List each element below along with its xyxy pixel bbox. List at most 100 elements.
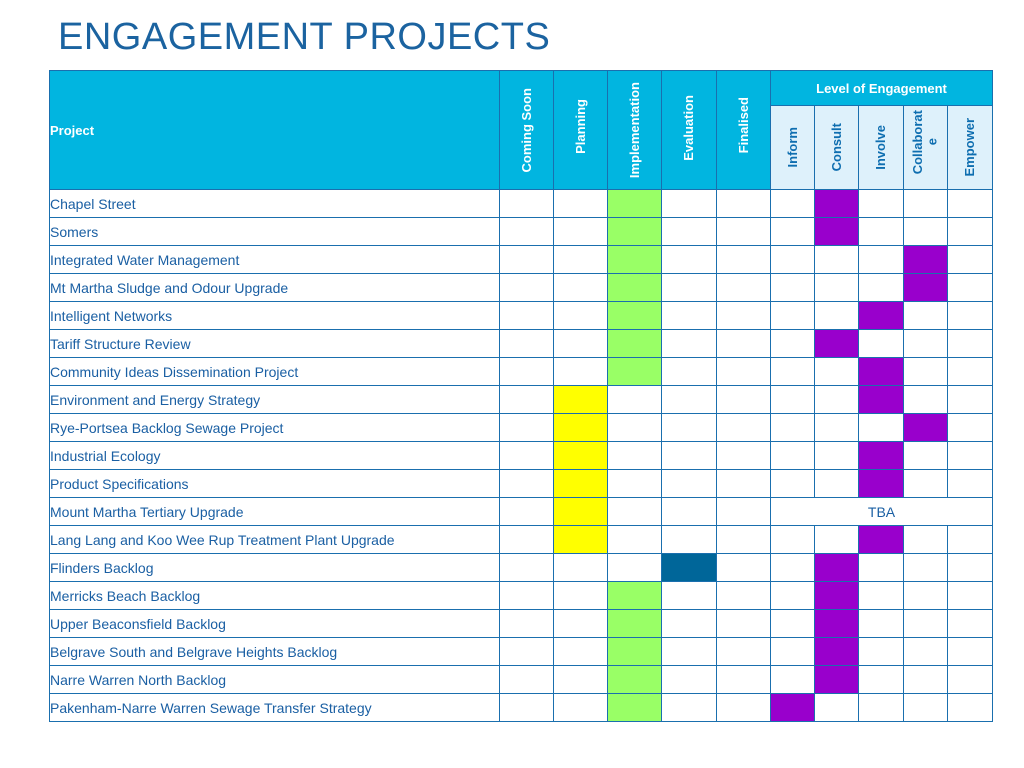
stage-cell-planning: [553, 441, 608, 470]
level-cell-empower: [946, 693, 994, 722]
column-header-empower: Empower: [946, 105, 994, 190]
table-row: Somers: [49, 217, 994, 246]
level-cell-empower: [946, 273, 994, 302]
stage-cell-implementation: [607, 273, 662, 302]
project-name-cell: Belgrave South and Belgrave Heights Back…: [49, 637, 500, 666]
level-cell-collaborate: [903, 581, 948, 610]
stage-cell-planning: [553, 385, 608, 414]
stage-cell-planning: [553, 637, 608, 666]
level-cell-involve: [858, 441, 904, 470]
stage-cell-evaluation: [661, 441, 717, 470]
stage-cell-finalised: [716, 497, 771, 526]
level-cell-inform: [770, 273, 815, 302]
stage-cell-implementation: [607, 245, 662, 274]
level-cell-involve: [858, 189, 904, 218]
stage-cell-planning: [553, 525, 608, 554]
stage-cell-planning: [553, 469, 608, 498]
column-header-finalised: Finalised: [716, 70, 771, 190]
table-row: Mt Martha Sludge and Odour Upgrade: [49, 273, 994, 302]
table-row: Merricks Beach Backlog: [49, 581, 994, 610]
project-name-cell: Upper Beaconsfield Backlog: [49, 609, 500, 638]
stage-cell-planning: [553, 217, 608, 246]
stage-cell-coming-soon: [499, 581, 554, 610]
page-title: ENGAGEMENT PROJECTS: [58, 16, 551, 58]
level-cell-collaborate: [903, 385, 948, 414]
level-cell-involve: [858, 469, 904, 498]
stage-cell-implementation: [607, 637, 662, 666]
level-cell-involve: [858, 413, 904, 442]
level-cell-collaborate: [903, 665, 948, 694]
stage-cell-finalised: [716, 637, 771, 666]
column-header-evaluation: Evaluation: [661, 70, 717, 190]
stage-cell-implementation: [607, 329, 662, 358]
stage-cell-finalised: [716, 413, 771, 442]
level-cell-consult: [814, 385, 859, 414]
level-cell-empower: [946, 217, 994, 246]
stage-cell-finalised: [716, 693, 771, 722]
table-row: Integrated Water Management: [49, 245, 994, 274]
stage-cell-finalised: [716, 329, 771, 358]
column-header-consult: Consult: [814, 105, 859, 190]
level-cell-collaborate: [903, 525, 948, 554]
level-cell-involve: [858, 637, 904, 666]
level-cell-consult: [814, 553, 859, 582]
level-cell-involve: [858, 553, 904, 582]
table-row: Chapel Street: [49, 189, 994, 218]
level-cell-collaborate: [903, 217, 948, 246]
level-cell-consult: [814, 357, 859, 386]
level-cell-consult: [814, 273, 859, 302]
level-cell-inform: [770, 413, 815, 442]
stage-cell-implementation: [607, 693, 662, 722]
level-cell-inform: [770, 553, 815, 582]
level-cell-collaborate: [903, 357, 948, 386]
level-cell-collaborate: [903, 553, 948, 582]
stage-cell-evaluation: [661, 693, 717, 722]
level-cell-empower: [946, 301, 994, 330]
stage-cell-planning: [553, 497, 608, 526]
table-row: Tariff Structure Review: [49, 329, 994, 358]
table-row: Lang Lang and Koo Wee Rup Treatment Plan…: [49, 525, 994, 554]
project-name-cell: Somers: [49, 217, 500, 246]
column-header-implementation: Implementation: [607, 70, 662, 190]
level-cell-inform: [770, 189, 815, 218]
table-row: Intelligent Networks: [49, 301, 994, 330]
level-cell-involve: [858, 273, 904, 302]
stage-cell-evaluation: [661, 301, 717, 330]
level-cell-inform: [770, 217, 815, 246]
table-row: Product Specifications: [49, 469, 994, 498]
stage-cell-planning: [553, 357, 608, 386]
stage-cell-implementation: [607, 217, 662, 246]
stage-cell-coming-soon: [499, 609, 554, 638]
stage-cell-evaluation: [661, 637, 717, 666]
stage-cell-coming-soon: [499, 217, 554, 246]
stage-cell-implementation: [607, 189, 662, 218]
column-header-planning: Planning: [553, 70, 608, 190]
stage-cell-evaluation: [661, 273, 717, 302]
level-cell-inform: [770, 525, 815, 554]
level-cell-involve: [858, 385, 904, 414]
level-cell-involve: [858, 609, 904, 638]
stage-cell-implementation: [607, 581, 662, 610]
stage-cell-evaluation: [661, 469, 717, 498]
table-body: Chapel Street Somers Integrated Water Mana…: [49, 189, 994, 722]
level-cell-empower: [946, 245, 994, 274]
column-header-involve: Involve: [858, 105, 904, 190]
stage-cell-planning: [553, 413, 608, 442]
level-cell-inform: [770, 469, 815, 498]
project-name-cell: Pakenham-Narre Warren Sewage Transfer St…: [49, 693, 500, 722]
level-cell-involve: [858, 581, 904, 610]
stage-cell-planning: [553, 609, 608, 638]
stage-cell-evaluation: [661, 385, 717, 414]
level-cell-collaborate: [903, 245, 948, 274]
table-row: Pakenham-Narre Warren Sewage Transfer St…: [49, 693, 994, 722]
stage-cell-coming-soon: [499, 245, 554, 274]
level-cell-consult: [814, 441, 859, 470]
stage-cell-planning: [553, 189, 608, 218]
stage-cell-planning: [553, 693, 608, 722]
column-group-level-of-engagement: Level of Engagement: [769, 69, 994, 107]
level-cell-consult: [814, 189, 859, 218]
level-cell-collaborate: [903, 693, 948, 722]
stage-cell-evaluation: [661, 609, 717, 638]
stage-cell-finalised: [716, 357, 771, 386]
level-cell-consult: [814, 525, 859, 554]
